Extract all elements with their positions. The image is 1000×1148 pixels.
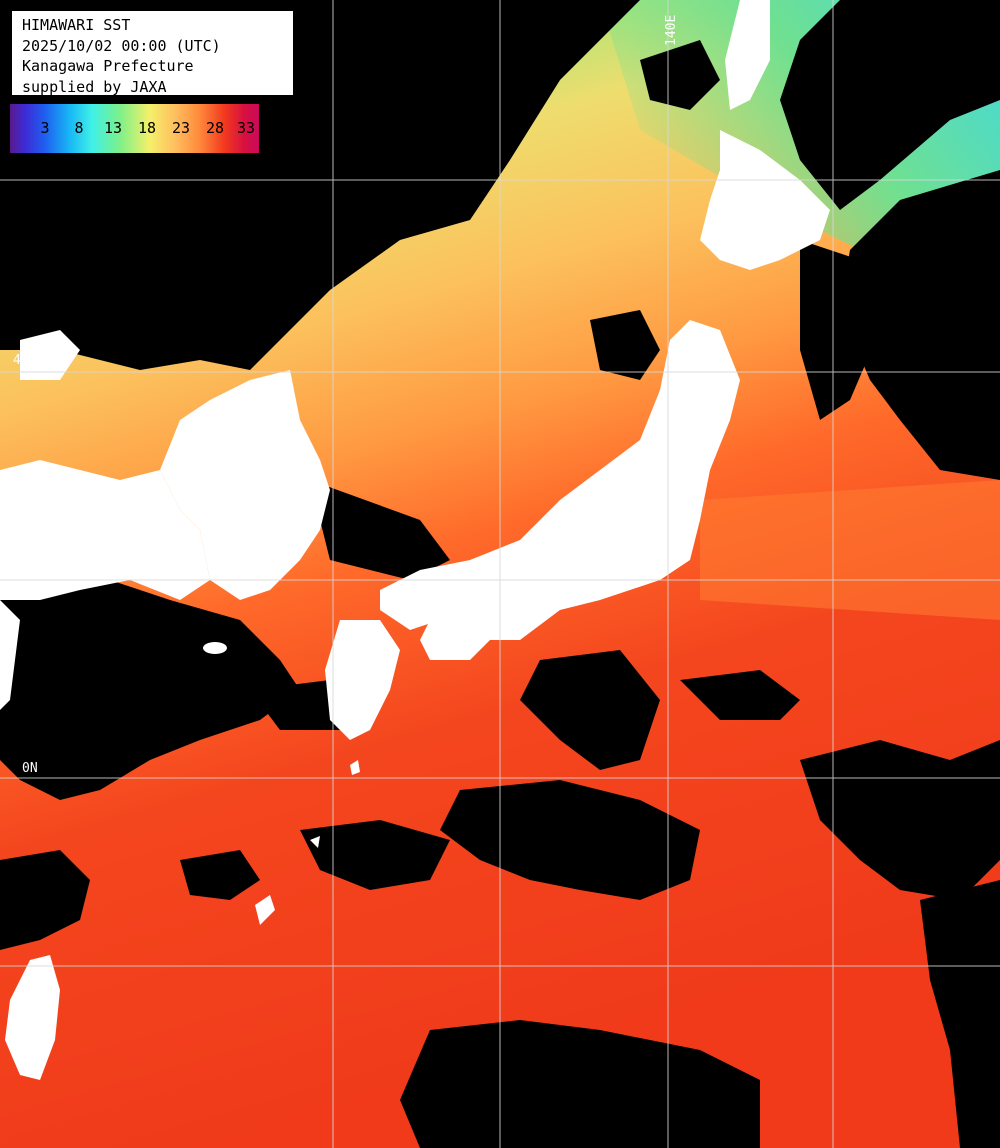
color-scale-legend: 3 8 13 18 23 28 33 <box>9 103 260 154</box>
china-coast <box>0 460 210 600</box>
map-title: HIMAWARI SST <box>22 16 131 34</box>
east-warm-band <box>700 480 1000 620</box>
info-box: HIMAWARI SST 2025/10/02 00:00 (UTC) Kana… <box>10 9 295 97</box>
longitude-label-140e: 140E <box>664 14 679 46</box>
legend-tick: 18 <box>137 119 157 137</box>
map-datetime: 2025/10/02 00:00 (UTC) <box>22 36 221 55</box>
legend-tick: 23 <box>171 119 191 137</box>
latitude-label-40n: 40N <box>13 353 37 368</box>
legend-tick: 8 <box>74 119 84 137</box>
kyushu <box>325 620 400 740</box>
taiwan <box>5 955 60 1080</box>
honshu <box>380 320 740 640</box>
map-supplier: supplied by JAXA <box>22 77 167 96</box>
legend-tick: 28 <box>205 119 225 137</box>
land <box>0 0 830 1080</box>
legend-tick: 33 <box>236 119 256 137</box>
map-prefecture: Kanagawa Prefecture <box>22 57 194 75</box>
legend-tick: 3 <box>40 119 50 137</box>
hokkaido <box>700 130 830 270</box>
legend-tick: 13 <box>103 119 123 137</box>
shikoku <box>420 615 490 660</box>
latitude-label-30n: 0N <box>22 761 38 776</box>
